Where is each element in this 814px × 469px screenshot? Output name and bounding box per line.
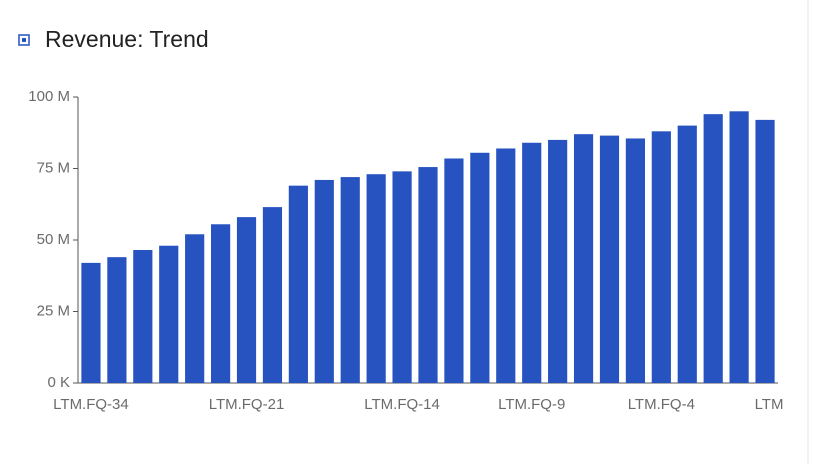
- bar: [470, 152, 490, 383]
- bar: [496, 148, 516, 383]
- bar: [366, 174, 386, 383]
- bar: [288, 185, 308, 383]
- x-tick-label: LTM.FQ-14: [364, 396, 440, 413]
- x-tick-label: LTM.FQ-4: [628, 396, 695, 413]
- x-tick-label: LTM.FQ-9: [498, 396, 565, 413]
- bar: [573, 134, 594, 383]
- x-tick-label: LTM.FQ-34: [53, 396, 129, 413]
- title-icon: [18, 34, 30, 46]
- bar: [444, 158, 464, 383]
- x-tick-label: LTM.FQ-21: [209, 396, 285, 413]
- bar: [625, 138, 645, 383]
- y-tick-label: 50 M: [37, 231, 70, 248]
- bar: [418, 167, 438, 383]
- y-tick-label: 0 K: [47, 374, 70, 391]
- bar: [392, 171, 412, 383]
- bar: [729, 111, 749, 384]
- bar: [185, 234, 205, 383]
- bar: [236, 217, 257, 383]
- bar: [548, 139, 568, 383]
- chart-title: Revenue: Trend: [45, 26, 209, 52]
- bar: [159, 245, 179, 383]
- bar: [314, 179, 334, 383]
- y-tick-label: 75 M: [37, 159, 70, 176]
- bar: [133, 250, 153, 383]
- bar: [107, 257, 127, 383]
- bar: [81, 262, 101, 383]
- bar: [677, 125, 697, 383]
- bar: [522, 142, 542, 383]
- title-icon-inner: [22, 38, 26, 42]
- bar: [755, 119, 775, 383]
- bar: [262, 207, 283, 383]
- x-tick-label: LTM: [755, 396, 784, 413]
- bar: [703, 114, 723, 383]
- y-tick-label: 25 M: [37, 302, 70, 319]
- bar: [211, 224, 231, 383]
- bar: [340, 177, 360, 383]
- bar: [599, 135, 620, 383]
- bar: [651, 131, 671, 383]
- y-tick-label: 100 M: [28, 88, 70, 105]
